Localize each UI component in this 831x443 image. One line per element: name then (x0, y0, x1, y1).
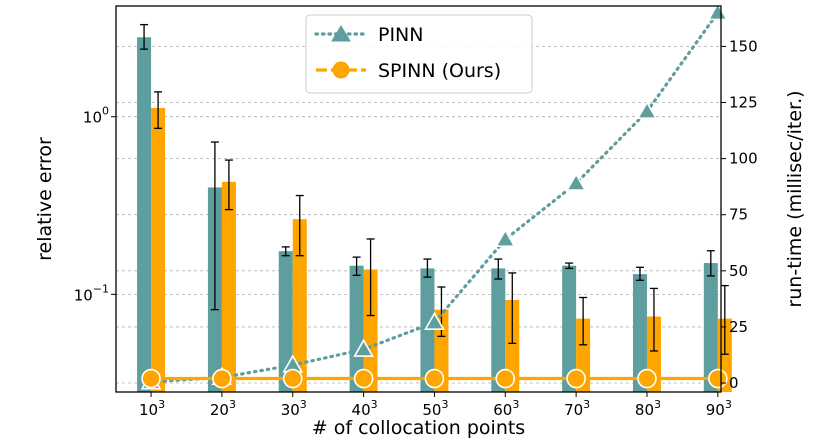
right-y-ticks: 0 25 50 75 100 125 150 (721, 37, 758, 392)
plot-frame (115, 5, 722, 393)
x-tick-label: 403 (352, 398, 378, 419)
spinn-runtime-marker (282, 368, 303, 389)
x-tick-label: 203 (210, 398, 236, 419)
legend-spinn-marker (332, 61, 350, 79)
bars (137, 37, 732, 393)
bar-spinn (505, 299, 520, 392)
right-tick-label: 25 (729, 318, 748, 336)
bar-pinn (349, 265, 364, 392)
bar-pinn (562, 265, 577, 392)
bar-spinn (363, 269, 378, 392)
spinn-runtime-marker (708, 368, 728, 389)
right-tick-label: 75 (729, 206, 748, 224)
legend: PINN SPINN (Ours) (305, 14, 533, 94)
spinn-runtime-marker (353, 368, 374, 389)
bar-spinn (151, 107, 166, 393)
pinn-runtime-marker (565, 172, 587, 191)
x-tick-label: 303 (281, 398, 307, 419)
spinn-runtime-marker (637, 368, 657, 389)
left-tick-label: 10−1 (74, 282, 109, 304)
pinn-runtime-marker (424, 311, 445, 330)
error-bars (140, 23, 729, 355)
right-tick-label: 50 (729, 262, 748, 280)
x-tick-label: 803 (635, 398, 661, 419)
bar-pinn (137, 37, 152, 392)
right-y-axis-label: run-time (millisec/iter.) (784, 90, 806, 307)
spinn-runtime-marker (495, 368, 516, 389)
left-y-ticks: 100 10−1 (74, 105, 116, 304)
bar-pinn (703, 263, 718, 392)
pinn-runtime-marker (636, 100, 658, 120)
spinn-runtime-marker (212, 368, 232, 389)
spinn-runtime-marker (566, 368, 586, 389)
legend-spinn-label: SPINN (Ours) (378, 60, 501, 82)
bar-pinn (632, 274, 647, 392)
pinn-runtime-marker (494, 228, 516, 247)
x-ticks: 103 203 303 403 503 603 703 803 903 (139, 392, 732, 419)
runtime-lines (140, 2, 729, 390)
x-tick-label: 603 (493, 398, 519, 419)
right-tick-label: 0 (729, 374, 739, 392)
x-axis-label: # of collocation points (312, 417, 525, 439)
left-tick-label: 100 (83, 105, 109, 127)
right-tick-label: 100 (729, 150, 758, 168)
x-tick-label: 103 (139, 398, 165, 419)
x-tick-label: 503 (422, 398, 448, 419)
bar-spinn (221, 181, 236, 392)
bar-spinn (292, 219, 307, 392)
right-tick-label: 150 (729, 37, 758, 55)
legend-pinn-label: PINN (378, 24, 424, 46)
x-tick-label: 903 (706, 398, 732, 419)
legend-pinn-marker (331, 25, 351, 42)
right-tick-label: 125 (729, 94, 758, 112)
x-tick-label: 703 (564, 398, 590, 419)
grid-lines (116, 45, 721, 384)
bar-pinn (420, 268, 435, 392)
bar-pinn (491, 268, 506, 392)
bar-pinn (278, 251, 293, 392)
pinn-runtime-marker (353, 338, 374, 357)
pinn-runtime-marker (707, 2, 729, 21)
spinn-runtime-marker (141, 368, 161, 389)
left-y-axis-label: relative error (34, 137, 56, 261)
spinn-runtime-marker (424, 368, 445, 389)
